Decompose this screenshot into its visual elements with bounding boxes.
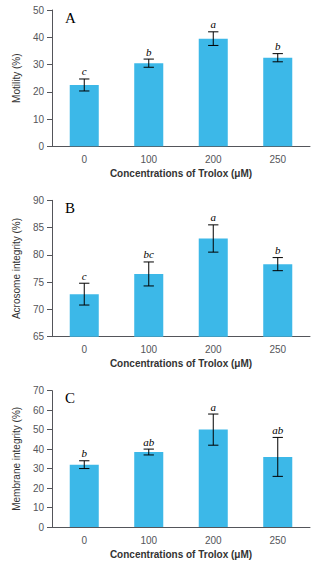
svg-text:a: a [211, 211, 217, 223]
svg-text:0: 0 [38, 141, 44, 152]
svg-text:Motility (%): Motility (%) [11, 53, 22, 102]
svg-text:75: 75 [33, 277, 45, 288]
svg-text:C: C [65, 390, 75, 406]
svg-text:250: 250 [269, 154, 286, 165]
svg-text:100: 100 [140, 154, 157, 165]
svg-text:50: 50 [33, 5, 45, 16]
svg-text:0: 0 [38, 522, 44, 533]
svg-text:10: 10 [33, 114, 45, 125]
svg-text:250: 250 [269, 535, 286, 546]
svg-text:65: 65 [33, 331, 45, 342]
svg-text:10: 10 [33, 502, 45, 513]
svg-text:0: 0 [81, 344, 87, 355]
svg-text:60: 60 [33, 405, 45, 416]
svg-text:b: b [82, 447, 88, 459]
svg-text:Membrane integrity (%): Membrane integrity (%) [11, 407, 22, 511]
svg-text:bc: bc [144, 248, 155, 260]
svg-text:b: b [146, 46, 152, 58]
svg-text:0: 0 [81, 535, 87, 546]
svg-text:b: b [275, 40, 281, 52]
svg-text:0: 0 [81, 154, 87, 165]
svg-text:30: 30 [33, 59, 45, 70]
svg-text:30: 30 [33, 463, 45, 474]
svg-text:80: 80 [33, 249, 45, 260]
svg-text:50: 50 [33, 424, 45, 435]
svg-text:90: 90 [33, 195, 45, 206]
svg-text:40: 40 [33, 444, 45, 455]
svg-text:200: 200 [205, 535, 222, 546]
svg-text:Concentrations of Trolox (μM): Concentrations of Trolox (μM) [110, 549, 252, 560]
svg-text:Concentrations of Trolox (μM): Concentrations of Trolox (μM) [110, 358, 252, 369]
svg-text:20: 20 [33, 86, 45, 97]
svg-text:20: 20 [33, 483, 45, 494]
svg-text:100: 100 [140, 535, 157, 546]
svg-text:c: c [82, 270, 87, 282]
svg-text:100: 100 [140, 344, 157, 355]
svg-text:a: a [211, 401, 217, 413]
svg-text:c: c [82, 65, 87, 77]
svg-text:a: a [211, 18, 217, 30]
svg-text:ab: ab [272, 424, 284, 436]
svg-text:70: 70 [33, 385, 45, 396]
svg-text:b: b [275, 244, 281, 256]
svg-text:ab: ab [143, 436, 155, 448]
svg-text:200: 200 [205, 154, 222, 165]
svg-text:200: 200 [205, 344, 222, 355]
svg-text:Acrosome integrity (%): Acrosome integrity (%) [11, 218, 22, 319]
svg-text:A: A [65, 10, 76, 26]
svg-text:70: 70 [33, 304, 45, 315]
svg-text:40: 40 [33, 32, 45, 43]
svg-text:B: B [65, 200, 75, 216]
svg-text:85: 85 [33, 222, 45, 233]
svg-text:250: 250 [269, 344, 286, 355]
svg-text:Concentrations of Trolox (μM): Concentrations of Trolox (μM) [110, 168, 252, 179]
